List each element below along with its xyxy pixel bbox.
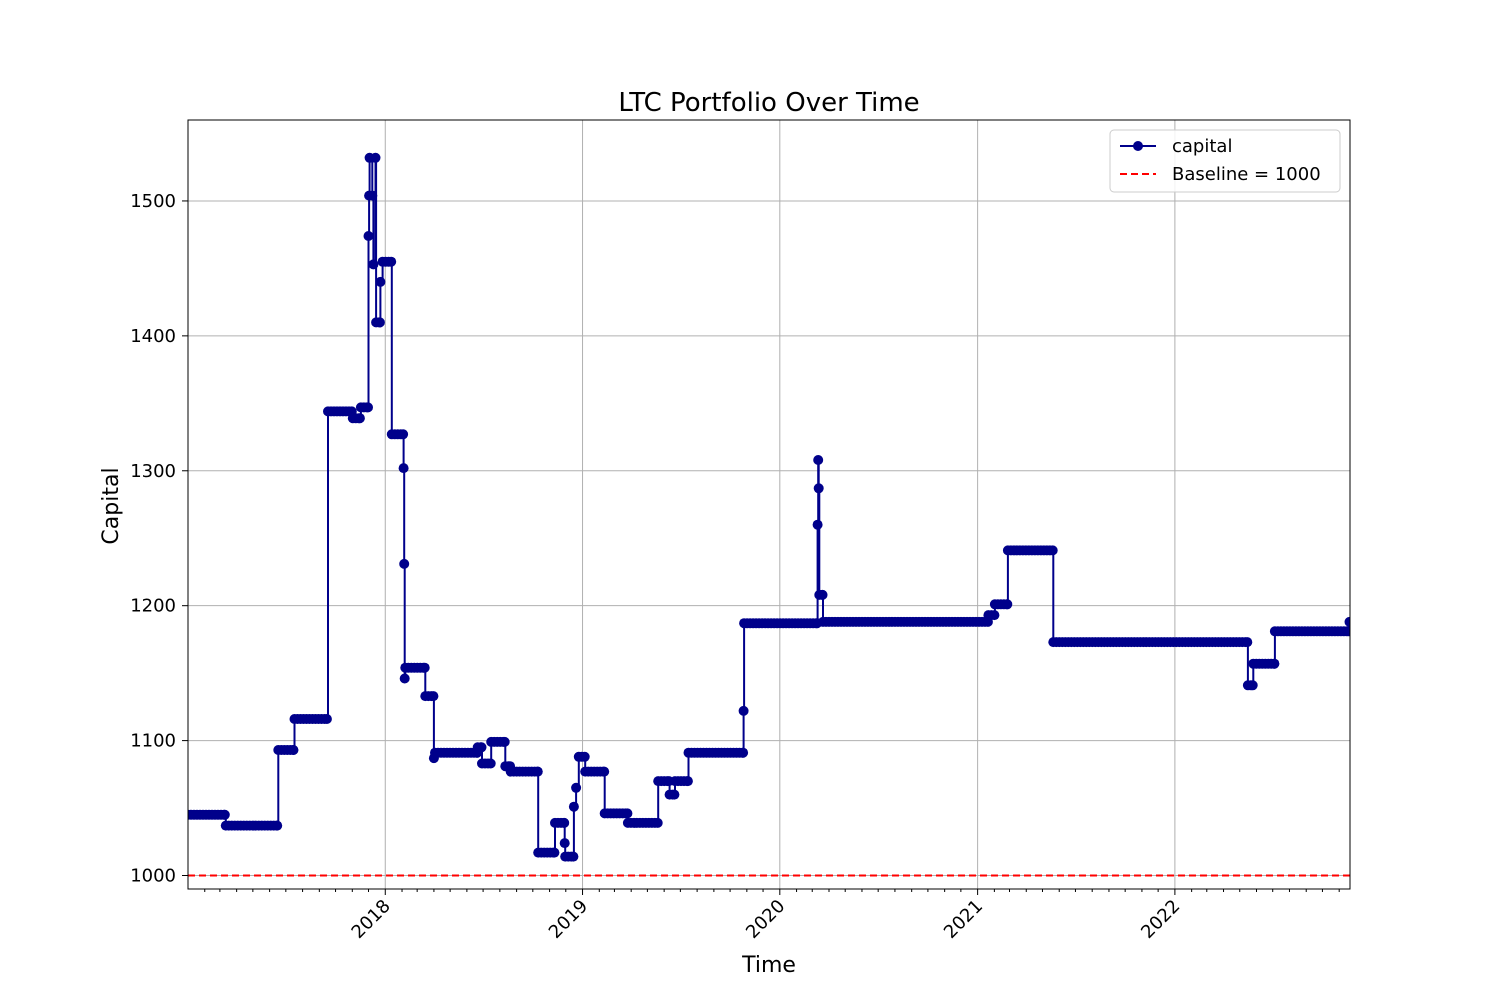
capital-marker <box>559 817 570 828</box>
capital-marker <box>989 610 1000 621</box>
capital-marker <box>219 809 230 820</box>
capital-marker <box>568 851 579 862</box>
capital-marker <box>1269 658 1280 669</box>
capital-marker <box>272 820 283 831</box>
y-tick-label: 1200 <box>130 596 176 617</box>
capital-marker <box>363 231 374 241</box>
capital-marker <box>499 736 510 747</box>
grid-layer <box>188 120 1350 889</box>
capital-marker <box>1047 545 1058 556</box>
capital-marker <box>370 152 381 163</box>
capital-marker <box>813 455 824 465</box>
capital-marker <box>354 413 365 424</box>
capital-marker <box>485 758 496 769</box>
capital-marker <box>428 691 439 702</box>
capital-marker <box>386 256 397 267</box>
capital-marker <box>398 463 409 474</box>
capital-marker <box>419 662 430 673</box>
capital-marker <box>398 429 409 440</box>
capital-marker <box>738 705 749 716</box>
capital-marker <box>579 751 590 762</box>
y-axis: 1000 1100 1200 1300 1400 1500 <box>130 191 188 887</box>
capital-marker <box>738 747 749 758</box>
capital-marker <box>622 808 633 819</box>
chart-title: LTC Portfolio Over Time <box>618 88 919 118</box>
capital-marker <box>652 817 663 828</box>
capital-marker <box>363 402 373 413</box>
capital-marker <box>1343 626 1350 637</box>
x-axis-title: Time <box>741 953 796 978</box>
capital-marker <box>367 190 378 201</box>
plot-frame <box>187 119 1351 890</box>
capital-marker <box>288 745 299 755</box>
legend-baseline-label: Baseline = 1000 <box>1172 164 1321 185</box>
legend-box <box>1109 129 1341 193</box>
capital-marker <box>669 789 680 800</box>
y-axis-title: Capital <box>99 467 124 544</box>
capital-marker <box>476 742 487 753</box>
capital-marker <box>399 673 410 684</box>
capital-marker <box>375 276 386 287</box>
capital-marker <box>532 766 543 777</box>
capital-marker <box>549 847 560 858</box>
capital-marker <box>571 782 582 793</box>
y-tick-label: 1100 <box>130 731 176 752</box>
y-tick-label: 1400 <box>130 326 176 347</box>
legend: capital Baseline = 1000 <box>1109 129 1341 193</box>
capital-marker <box>568 801 579 812</box>
capital-marker <box>1247 680 1258 691</box>
capital-marker <box>559 838 570 849</box>
capital-marker <box>813 483 824 494</box>
y-tick-label: 1000 <box>130 866 176 887</box>
capital-marker <box>682 776 693 787</box>
capital-marker <box>1344 616 1350 627</box>
capital-marker <box>599 766 610 777</box>
capital-marker <box>817 589 828 600</box>
capital-marker <box>399 558 410 569</box>
capital-marker <box>321 714 332 724</box>
legend-capital-marker <box>1133 141 1143 151</box>
capital-marker <box>1002 599 1013 610</box>
capital-marker <box>812 519 823 530</box>
capital-marker <box>374 317 385 328</box>
y-tick-label: 1300 <box>130 461 176 482</box>
series-layer <box>188 152 1350 862</box>
legend-capital-label: capital <box>1172 136 1232 157</box>
capital-marker <box>368 259 379 270</box>
capital-marker <box>1242 637 1253 648</box>
y-tick-label: 1500 <box>130 191 176 212</box>
